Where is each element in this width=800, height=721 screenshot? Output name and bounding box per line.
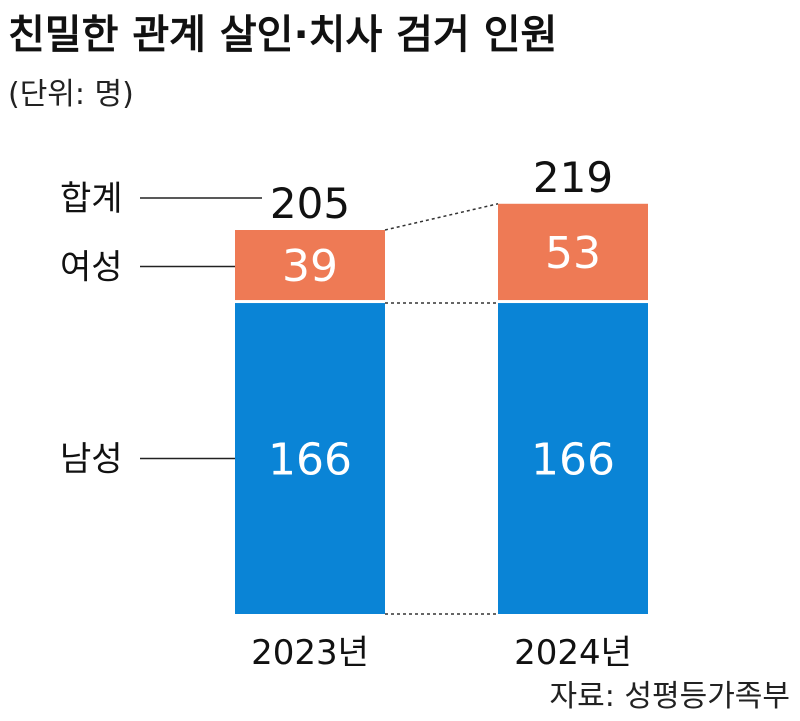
chart-title: 친밀한 관계 살인·치사 검거 인원 xyxy=(8,12,557,58)
bar-segment-female-1 xyxy=(498,203,648,301)
category-label: 2024년 xyxy=(514,633,632,673)
bar-segment-male-0 xyxy=(235,303,385,614)
legend-total: 합계 xyxy=(60,179,123,219)
total-value-label: 219 xyxy=(533,153,613,202)
legend-female: 여성 xyxy=(60,248,123,288)
total-value-label: 205 xyxy=(270,179,350,228)
bar-value-label: 166 xyxy=(268,435,352,486)
source-label: 자료: 성평등가족부 xyxy=(550,679,790,714)
bar-value-label: 166 xyxy=(531,435,615,486)
connector-total xyxy=(384,203,499,231)
bar-segment-female-0 xyxy=(235,230,385,301)
category-label: 2023년 xyxy=(251,633,369,673)
unit-label: (단위: 명) xyxy=(8,77,134,112)
legend-male: 남성 xyxy=(60,440,123,480)
bar-segment-male-1 xyxy=(498,303,648,614)
bar-value-label: 53 xyxy=(545,228,601,279)
bar-value-label: 39 xyxy=(282,241,338,292)
